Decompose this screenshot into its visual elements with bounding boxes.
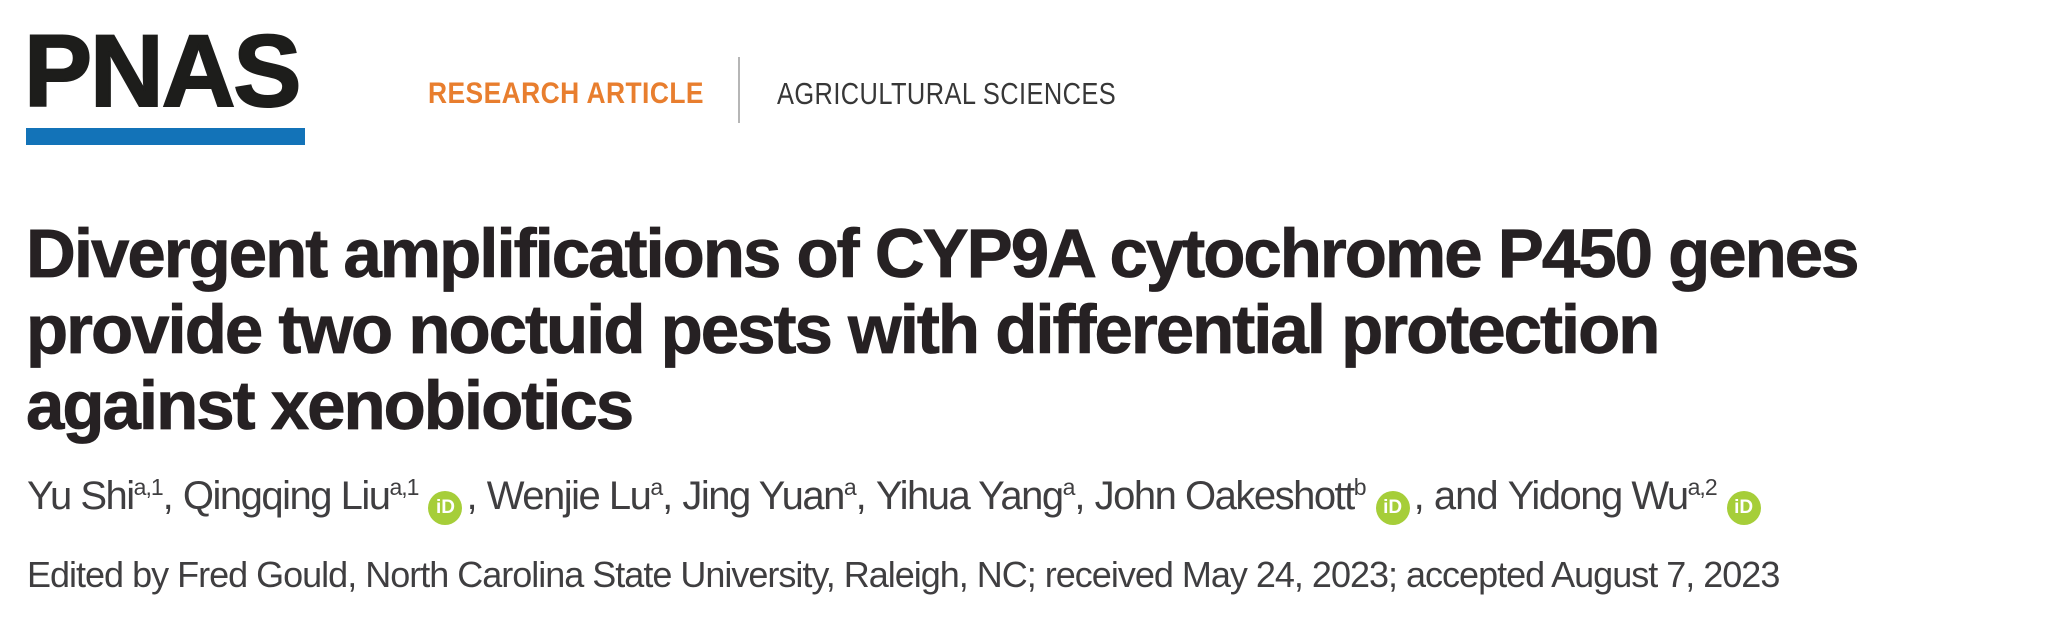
title-line-1: Divergent amplifications of CYP9A cytoch… <box>26 215 1860 292</box>
author-name[interactable]: Jing Yuan <box>682 474 845 518</box>
affiliation-superscript: a <box>1062 474 1076 500</box>
author-separator: , <box>466 474 487 518</box>
author-separator: , <box>662 474 683 518</box>
masthead-divider <box>738 57 740 123</box>
section-label[interactable]: AGRICULTURAL SCIENCES <box>777 76 1117 111</box>
orcid-icon[interactable]: iD <box>428 491 463 525</box>
author-separator: , and <box>1413 474 1508 518</box>
author-separator: , <box>162 474 183 518</box>
author-name[interactable]: John Oakeshott <box>1094 474 1356 518</box>
editor-line: Edited by Fred Gould, North Carolina Sta… <box>27 554 1780 595</box>
article-type-label[interactable]: RESEARCH ARTICLE <box>428 77 704 110</box>
author-name[interactable]: Yidong Wu <box>1507 474 1689 518</box>
affiliation-superscript: a,1 <box>389 474 419 500</box>
pnas-logo-underline <box>26 128 305 145</box>
pnas-logo-text: PNAS <box>23 14 302 128</box>
author-separator: , <box>1074 474 1095 518</box>
article-title: Divergent amplifications of CYP9A cytoch… <box>26 215 1860 444</box>
author-name[interactable]: Wenjie Lu <box>486 474 652 518</box>
orcid-icon[interactable]: iD <box>1726 491 1761 525</box>
affiliation-superscript: a,1 <box>133 474 164 500</box>
author-name[interactable]: Qingqing Liu <box>182 474 391 518</box>
affiliation-superscript: a <box>650 474 663 500</box>
affiliation-superscript: a,2 <box>1687 474 1718 500</box>
author-separator: , <box>855 474 876 518</box>
author-list: Yu Shia,1, Qingqing Liua,1iD, Wenjie Lua… <box>27 473 1765 525</box>
author-name[interactable]: Yu Shi <box>27 474 135 518</box>
affiliation-superscript: b <box>1353 474 1367 500</box>
affiliation-superscript: a <box>843 474 857 500</box>
title-line-2: provide two noctuid pests with different… <box>26 291 1661 368</box>
author-name[interactable]: Yihua Yang <box>875 474 1064 518</box>
orcid-icon[interactable]: iD <box>1375 491 1410 525</box>
title-line-3: against xenobiotics <box>26 367 635 444</box>
